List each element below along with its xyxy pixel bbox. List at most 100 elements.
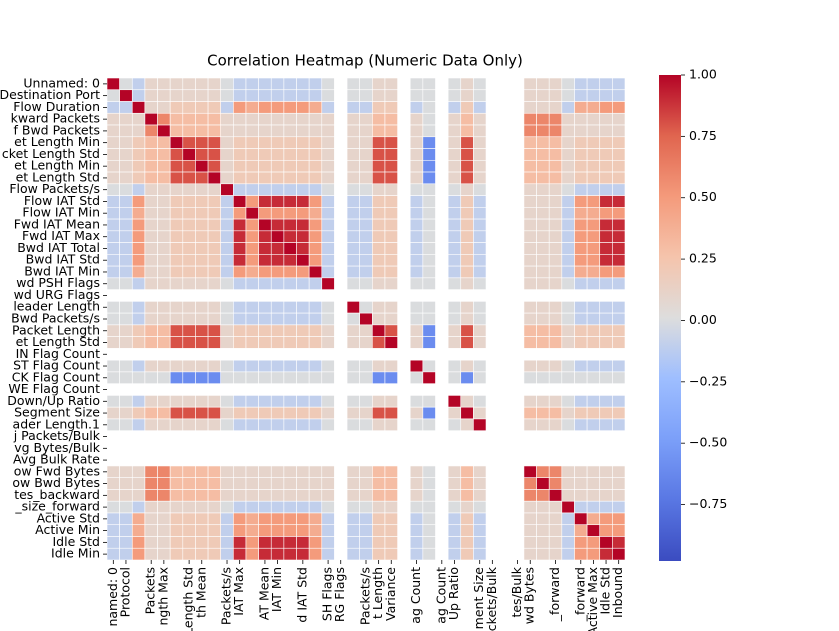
heatmap-cell (561, 277, 575, 290)
heatmap-cell (409, 101, 424, 114)
heatmap-cell (131, 254, 146, 267)
heatmap-cell (536, 324, 550, 337)
heatmap-cell (346, 207, 360, 220)
heatmap-cell (561, 512, 575, 526)
heatmap-cell (258, 418, 272, 431)
heatmap-cell (169, 324, 184, 337)
heatmap-cell (157, 301, 171, 314)
heatmap-cell (119, 489, 133, 502)
heatmap-cell (131, 101, 146, 114)
heatmap-cell (106, 77, 120, 91)
heatmap-cell (574, 500, 588, 514)
heatmap-cell (220, 418, 234, 431)
heatmap-cell (144, 465, 158, 479)
heatmap-cell (182, 218, 196, 232)
heatmap-cell (233, 418, 247, 431)
heatmap-cell (473, 218, 487, 232)
heatmap-cell (346, 359, 360, 373)
heatmap-cell (409, 418, 424, 431)
heatmap-cell (119, 301, 133, 314)
heatmap-cell (131, 336, 146, 349)
heatmap-cell (409, 536, 424, 549)
heatmap-cell (296, 371, 310, 384)
heatmap-cell (586, 395, 601, 408)
heatmap-cell (574, 207, 588, 220)
heatmap-cell (157, 265, 171, 279)
heatmap-cell (473, 312, 487, 326)
heatmap-cell (195, 324, 209, 337)
heatmap-cell (548, 312, 563, 326)
heatmap-cell (561, 371, 575, 384)
heatmap-cell (233, 500, 247, 514)
heatmap-cell (359, 171, 373, 185)
heatmap-cell (536, 371, 550, 384)
heatmap-cell (182, 512, 196, 526)
heatmap-cell (245, 218, 259, 232)
heatmap-cell (270, 547, 285, 561)
heatmap-cell (346, 489, 360, 502)
heatmap-cell (169, 489, 184, 502)
heatmap-cell (574, 265, 588, 279)
heatmap-cell (283, 324, 297, 337)
heatmap-cell (586, 477, 601, 490)
y-tick-label: wd PSH Flags (16, 275, 100, 290)
heatmap-cell (372, 524, 386, 537)
heatmap-cell (296, 489, 310, 502)
heatmap-cell (384, 336, 398, 349)
heatmap-cell (119, 418, 133, 431)
heatmap-cell (346, 324, 360, 337)
heatmap-cell (245, 89, 259, 102)
heatmap-cell (245, 324, 259, 337)
heatmap-cell (182, 477, 196, 490)
heatmap-cell (220, 500, 234, 514)
heatmap-cell (321, 336, 335, 349)
heatmap-cell (321, 489, 335, 502)
heatmap-cell (599, 336, 613, 349)
heatmap-cell (296, 418, 310, 431)
heatmap-cell (409, 277, 424, 290)
heatmap-cell (245, 371, 259, 384)
heatmap-cell (296, 207, 310, 220)
heatmap-cell (144, 254, 158, 267)
heatmap-cell (308, 395, 323, 408)
heatmap-cell (283, 171, 297, 185)
heatmap-cell (144, 406, 158, 420)
heatmap-cell (359, 218, 373, 232)
heatmap-cell (548, 218, 563, 232)
heatmap-cell (384, 265, 398, 279)
heatmap-cell (270, 524, 285, 537)
heatmap-cell (359, 112, 373, 126)
heatmap-cell (195, 148, 209, 161)
y-tick-label: ow Fwd Bytes (14, 463, 100, 478)
heatmap-cell (447, 465, 462, 479)
heatmap-cell (258, 524, 272, 537)
heatmap-cell (144, 218, 158, 232)
heatmap-cell (460, 524, 474, 537)
heatmap-cell (283, 265, 297, 279)
heatmap-cell (106, 324, 120, 337)
heatmap-cell (599, 524, 613, 537)
heatmap-cell (460, 500, 474, 514)
heatmap-cell (283, 148, 297, 161)
heatmap-cell (473, 183, 487, 196)
heatmap-cell (182, 536, 196, 549)
heatmap-cell (258, 207, 272, 220)
heatmap-cell (245, 254, 259, 267)
heatmap-cell (561, 171, 575, 185)
heatmap-cell (612, 406, 626, 420)
heatmap-cell (384, 171, 398, 185)
heatmap-cell (245, 195, 259, 208)
heatmap-cell (460, 477, 474, 490)
heatmap-cell (220, 242, 234, 255)
colorbar-tick-label: 1.00 (689, 67, 717, 82)
heatmap-cell (548, 547, 563, 561)
heatmap-cell (131, 489, 146, 502)
heatmap-cell (561, 254, 575, 267)
heatmap-cell (473, 489, 487, 502)
heatmap-cell (523, 101, 537, 114)
heatmap-cell (548, 477, 563, 490)
heatmap-cell (169, 230, 184, 243)
heatmap-cell (308, 124, 323, 138)
heatmap-cell (220, 489, 234, 502)
heatmap-cell (346, 101, 360, 114)
